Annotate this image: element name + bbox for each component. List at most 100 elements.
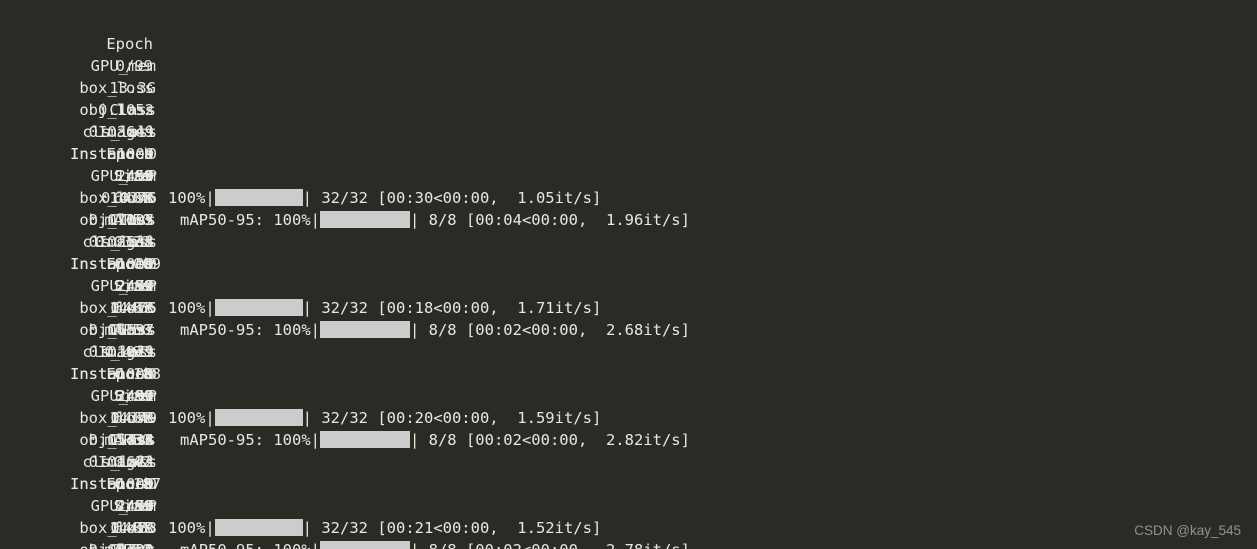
cls-loss-value: 0 [147,255,157,273]
val-instances-value: 2450 [116,497,154,515]
header-map50: mAP50 [56,539,151,549]
class-value: all [128,233,156,251]
map50-95-value: 0.187 [114,475,161,493]
header-class: Class [109,431,156,449]
header-val-instances: Instances [70,475,154,493]
header-box-loss: box_loss [79,299,154,317]
header-map50: mAP50 [104,321,151,339]
header-cls-loss: cls_loss [82,343,157,361]
train-header-row: Epoch GPU_mem box_loss obj_loss cls_loss… [0,121,1257,295]
gpu-mem-value: 14.7G [109,299,156,317]
header-precision: P [147,277,157,295]
instances-value: 91 [135,387,154,405]
header-size: Size [113,277,151,295]
val-results-row: all 1000 2450 0.465 0.597 0.493 0.188 [0,187,1257,383]
header-epoch: Epoch [106,365,153,383]
header-size: Size [113,387,151,405]
val-percent-label: mAP50-95: 100%| [180,211,320,229]
instances-value: 78 [135,497,154,515]
header-box-loss: box_loss [79,79,154,97]
epoch-block: Epoch GPU_mem box_loss obj_loss cls_loss… [0,451,1257,549]
header-gpu-mem: GPU_mem [90,497,156,515]
obj-loss-value: 0.02538 [88,233,154,251]
header-obj-loss: obj_loss [56,539,154,549]
header-recall: R [144,299,154,317]
train-header-row: Epoch GPU_mem box_loss obj_loss cls_loss… [0,451,1257,549]
obj-loss-value: 0.01672 [88,453,154,471]
epoch-block: Epoch GPU_mem box_loss obj_loss cls_loss… [0,121,1257,383]
header-obj-loss: obj_loss [79,211,154,229]
val-progress-stats: | 8/8 [00:04<00:00, 1.96it/s] [409,211,690,229]
images-value: 1000 [116,475,154,493]
val-progress-bar [319,211,410,228]
header-gpu-mem: GPU_mem [90,387,156,405]
train-progress-stats: | 32/32 [00:30<00:00, 1.05it/s] [302,189,602,207]
map50-value: 0.42 [113,453,151,471]
epoch-blocks-container: Epoch GPU_mem box_loss obj_loss cls_loss… [0,11,1257,549]
val-header-row: Class Images Instances P R mAP50 mAP50-95… [0,165,1257,339]
train-header-row: Epoch GPU_mem box_loss obj_loss cls_loss… [0,231,1257,405]
val-results-row: all 1000 2450 0.349 0.718 0.42 0.187 [0,297,1257,493]
header-recall: R [144,519,154,537]
val-percent-label: mAP50-95: 100%| [180,321,320,339]
header-map50: mAP50 [104,211,151,229]
images-value: 1000 [116,145,154,163]
train-progress-row: 2/99 14.7G 0.06537 0.01979 0 91 640: 100%… [0,253,1257,427]
train-progress-stats: | 32/32 [00:20<00:00, 1.59it/s] [302,409,602,427]
precision-value: 0.349 [110,409,157,427]
map50-value: 0.493 [104,343,151,361]
obj-loss-value: 0.03649 [88,123,154,141]
header-box-loss: box_loss [79,189,154,207]
box-loss-value: 0.04709 [56,539,154,549]
header-val-instances: Instances [70,255,154,273]
val-progress-bar [319,321,410,338]
precision-value: 0.465 [110,299,157,317]
header-cls-loss: cls_loss [82,233,157,251]
val-progress-bar [319,431,410,448]
header-cls-loss: cls_loss [82,123,157,141]
header-box-loss: box_loss [79,519,154,537]
header-map50: mAP50 [104,431,151,449]
map50-95-value: 0.188 [114,365,161,383]
header-epoch: Epoch [106,255,153,273]
header-precision: P [147,167,157,185]
header-epoch: Epoch [106,145,153,163]
instances-value: 72 [135,277,154,295]
header-epoch: Epoch [106,475,153,493]
class-value: all [128,343,156,361]
val-progress-stats: | 8/8 [00:02<00:00, 2.68it/s] [409,321,690,339]
cls-loss-value: 0 [147,145,157,163]
train-header-row: Epoch GPU_mem box_loss obj_loss cls_loss… [0,341,1257,515]
header-val-instances: Instances [70,145,154,163]
train-percent-label: 100%| [168,519,215,537]
header-epoch: Epoch [106,35,153,53]
precision-value: 0.0346 [101,189,157,207]
epoch-block: Epoch GPU_mem box_loss obj_loss cls_loss… [0,11,1257,273]
header-images: Images [98,233,154,251]
box-loss-value: 0.07107 [88,211,154,229]
size-value: 640: [113,409,151,427]
train-progress-row: 3/99 14.7G 0.05434 0.01672 0 78 640: 100%… [0,363,1257,537]
header-images: Images [98,123,154,141]
val-instances-value: 2450 [116,167,154,185]
val-header-row: Class Images Instances P R mAP50 mAP50-95… [0,275,1257,449]
header-class: Class [109,211,156,229]
header-class: Class [109,321,156,339]
train-progress-row: 1/99 14.7G 0.07107 0.02538 0 72 640: 100%… [0,143,1257,317]
val-header-row: Class Images Instances P R mAP50 mAP50-95… [0,385,1257,549]
epoch-block: Epoch GPU_mem box_loss obj_loss cls_loss… [0,341,1257,549]
header-instances: Instances [70,475,154,493]
recall-value: 0.597 [107,321,154,339]
val-progress-stats: | 8/8 [00:02<00:00, 2.78it/s] [410,541,690,549]
gpu-mem-value: 14.7G [109,519,156,537]
size-value: 640: [113,299,151,317]
size-value: 640: [113,189,151,207]
header-val-instances: Instances [70,365,154,383]
gpu-mem-value: 14.7G [109,409,156,427]
val-progress-bar [319,541,410,549]
size-value: 640: [113,519,151,537]
header-images: Images [98,453,154,471]
header-size: Size [113,167,151,185]
val-results-row: all 1000 2450 0.483 0.91 0.649 0.337 [0,407,1257,549]
header-recall: R [144,409,154,427]
